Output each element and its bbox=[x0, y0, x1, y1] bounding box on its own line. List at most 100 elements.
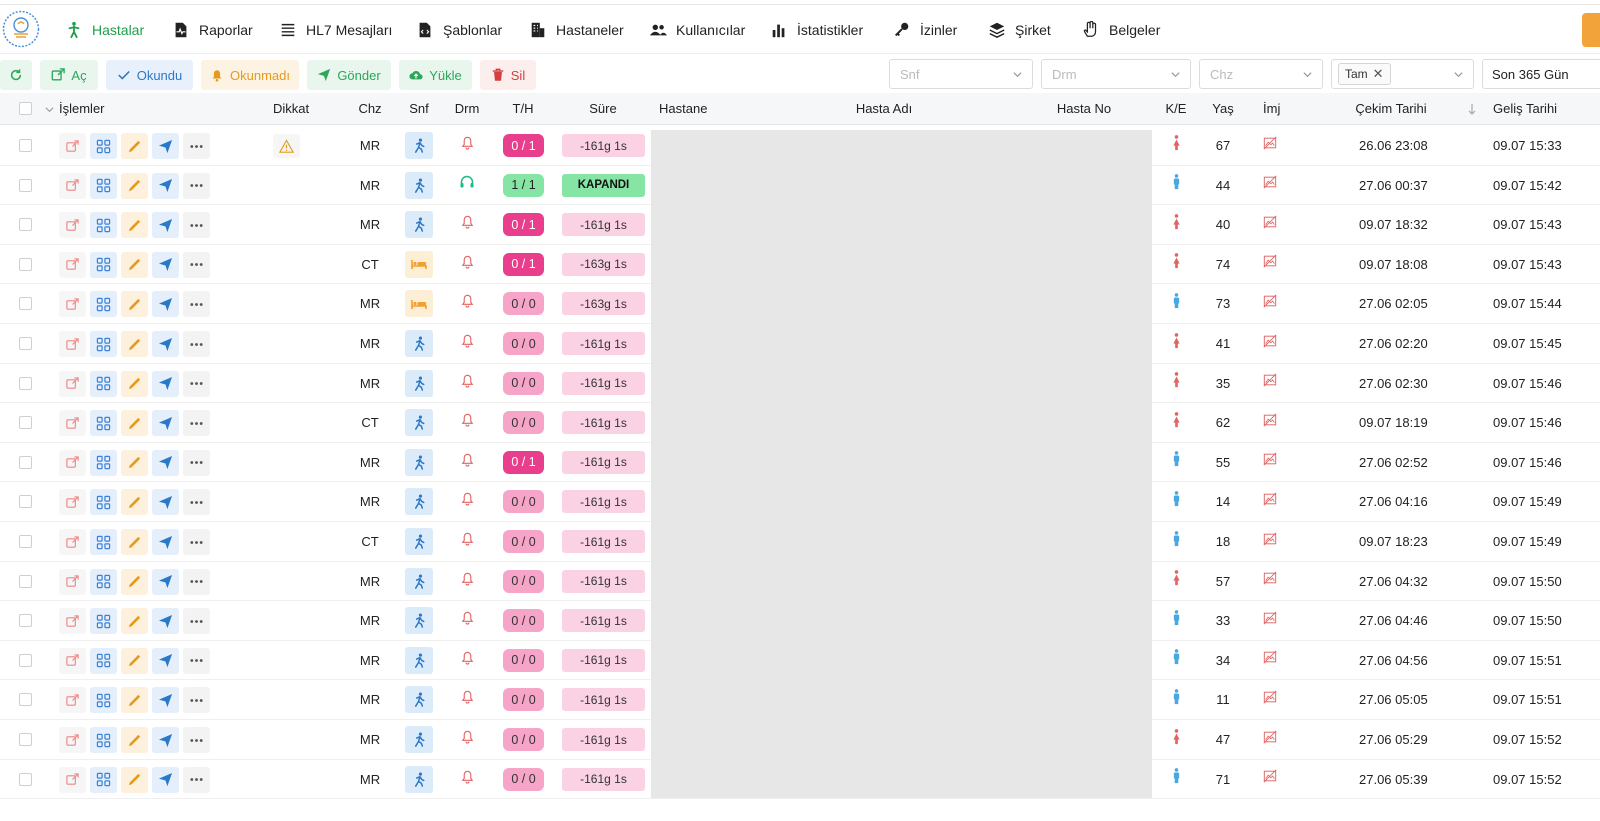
status-indicator[interactable] bbox=[452, 559, 482, 598]
image-status-indicator[interactable] bbox=[1262, 519, 1278, 558]
nav-hastalar[interactable]: Hastalar bbox=[65, 5, 144, 55]
viewer-button[interactable] bbox=[90, 251, 117, 278]
edit-report-button[interactable] bbox=[121, 172, 148, 199]
edit-report-button[interactable] bbox=[121, 529, 148, 555]
viewer-button[interactable] bbox=[90, 172, 117, 199]
send-row-button[interactable] bbox=[152, 489, 179, 516]
open-row-button[interactable] bbox=[59, 529, 86, 555]
table-row[interactable]: MR 0 / 1 -161g 1s 67 26.06 23:08 09.07 15:33 bbox=[0, 126, 1600, 166]
image-status-indicator[interactable] bbox=[1262, 400, 1278, 439]
viewer-button[interactable] bbox=[90, 489, 117, 516]
open-row-button[interactable] bbox=[59, 331, 86, 357]
open-row-button[interactable] bbox=[59, 449, 86, 476]
edit-report-button[interactable] bbox=[121, 291, 148, 318]
image-status-indicator[interactable] bbox=[1262, 479, 1278, 518]
sort-arrow-down-icon[interactable] bbox=[1467, 103, 1477, 115]
status-indicator[interactable] bbox=[452, 281, 482, 320]
col-sure[interactable]: Süre bbox=[589, 101, 617, 116]
col-yas[interactable]: Yaş bbox=[1212, 101, 1234, 116]
nav-kullanicilar[interactable]: Kullanıcılar bbox=[649, 5, 745, 55]
row-checkbox[interactable] bbox=[19, 376, 32, 390]
send-row-button[interactable] bbox=[152, 449, 179, 476]
col-hasta-no[interactable]: Hasta No bbox=[1056, 101, 1112, 116]
more-actions-button[interactable] bbox=[183, 212, 210, 239]
col-hasta-adi[interactable]: Hasta Adı bbox=[855, 101, 913, 116]
viewer-button[interactable] bbox=[90, 608, 117, 635]
drm-filter-select[interactable]: Drm bbox=[1041, 59, 1191, 89]
edit-report-button[interactable] bbox=[121, 331, 148, 357]
edit-report-button[interactable] bbox=[121, 251, 148, 278]
status-indicator[interactable] bbox=[452, 321, 482, 360]
image-status-indicator[interactable] bbox=[1262, 717, 1278, 756]
row-checkbox[interactable] bbox=[19, 614, 32, 628]
send-row-button[interactable] bbox=[152, 766, 179, 793]
nav-raporlar[interactable]: Raporlar bbox=[172, 5, 253, 55]
row-checkbox[interactable] bbox=[19, 733, 32, 746]
chevron-down-icon[interactable] bbox=[45, 105, 54, 114]
col-ke[interactable]: K/E bbox=[1165, 101, 1187, 116]
open-row-button[interactable] bbox=[59, 489, 86, 516]
more-actions-button[interactable] bbox=[183, 766, 210, 793]
row-checkbox[interactable] bbox=[19, 574, 32, 588]
send-row-button[interactable] bbox=[152, 251, 179, 278]
image-status-indicator[interactable] bbox=[1262, 242, 1278, 281]
status-indicator[interactable] bbox=[452, 757, 482, 796]
col-dikkat[interactable]: Dikkat bbox=[273, 101, 310, 116]
period-select[interactable]: Son 365 Gün bbox=[1482, 59, 1600, 89]
send-row-button[interactable] bbox=[152, 410, 179, 437]
image-status-indicator[interactable] bbox=[1262, 361, 1278, 400]
nav-hl7-mesajlari[interactable]: HL7 Mesajları bbox=[279, 5, 392, 55]
viewer-button[interactable] bbox=[90, 370, 117, 397]
viewer-button[interactable] bbox=[90, 133, 117, 159]
image-status-indicator[interactable] bbox=[1262, 638, 1278, 677]
open-row-button[interactable] bbox=[59, 766, 86, 793]
image-status-indicator[interactable] bbox=[1262, 281, 1278, 320]
image-status-indicator[interactable] bbox=[1262, 757, 1278, 796]
tag-remove-icon[interactable]: ✕ bbox=[1372, 66, 1384, 81]
more-actions-button[interactable] bbox=[183, 251, 210, 278]
send-row-button[interactable] bbox=[152, 608, 179, 635]
image-status-indicator[interactable] bbox=[1262, 163, 1278, 202]
status-indicator[interactable] bbox=[452, 202, 482, 241]
image-status-indicator[interactable] bbox=[1262, 440, 1278, 479]
edit-report-button[interactable] bbox=[121, 766, 148, 793]
col-imj[interactable]: İmj bbox=[1263, 101, 1281, 116]
viewer-button[interactable] bbox=[90, 687, 117, 714]
table-row[interactable]: MR 0 / 0 -161g 1s 35 27.06 02:30 09.07 15:46 bbox=[0, 364, 1600, 404]
viewer-button[interactable] bbox=[90, 331, 117, 357]
status-indicator[interactable] bbox=[452, 717, 482, 756]
edit-report-button[interactable] bbox=[121, 687, 148, 714]
open-row-button[interactable] bbox=[59, 291, 86, 318]
more-actions-button[interactable] bbox=[183, 647, 210, 674]
table-row[interactable]: MR 0 / 0 -161g 1s 71 27.06 05:39 09.07 15:52 bbox=[0, 760, 1600, 800]
row-checkbox[interactable] bbox=[19, 653, 32, 667]
send-row-button[interactable] bbox=[152, 727, 179, 753]
edit-report-button[interactable] bbox=[121, 568, 148, 595]
image-status-indicator[interactable] bbox=[1262, 123, 1278, 162]
table-row[interactable]: MR 0 / 0 -161g 1s 57 27.06 04:32 09.07 15:50 bbox=[0, 562, 1600, 602]
status-indicator[interactable] bbox=[452, 123, 482, 162]
nav-hastaneler[interactable]: Hastaneler bbox=[529, 5, 624, 55]
col-cekim-tarihi[interactable]: Çekim Tarihi bbox=[1355, 101, 1427, 116]
send-row-button[interactable] bbox=[152, 172, 179, 199]
status-indicator[interactable] bbox=[452, 677, 482, 716]
send-row-button[interactable] bbox=[152, 370, 179, 397]
nav-belgeler[interactable]: Belgeler bbox=[1082, 5, 1160, 55]
col-gelis-tarihi[interactable]: Geliş Tarihi bbox=[1493, 101, 1558, 116]
status-indicator[interactable] bbox=[452, 479, 482, 518]
send-row-button[interactable] bbox=[152, 331, 179, 357]
send-row-button[interactable] bbox=[152, 647, 179, 674]
row-checkbox[interactable] bbox=[19, 416, 32, 430]
col-th[interactable]: T/H bbox=[512, 101, 534, 116]
table-row[interactable]: MR 0 / 1 -161g 1s 40 09.07 18:32 09.07 15:43 bbox=[0, 205, 1600, 245]
more-actions-button[interactable] bbox=[183, 608, 210, 635]
row-checkbox[interactable] bbox=[19, 337, 32, 350]
col-drm[interactable]: Drm bbox=[454, 101, 480, 116]
open-row-button[interactable] bbox=[59, 370, 86, 397]
open-row-button[interactable] bbox=[59, 647, 86, 674]
nav-sirket[interactable]: Şirket bbox=[988, 5, 1051, 55]
open-row-button[interactable] bbox=[59, 410, 86, 437]
row-checkbox[interactable] bbox=[19, 257, 32, 271]
row-checkbox[interactable] bbox=[19, 139, 32, 152]
col-snf[interactable]: Snf bbox=[409, 101, 429, 116]
